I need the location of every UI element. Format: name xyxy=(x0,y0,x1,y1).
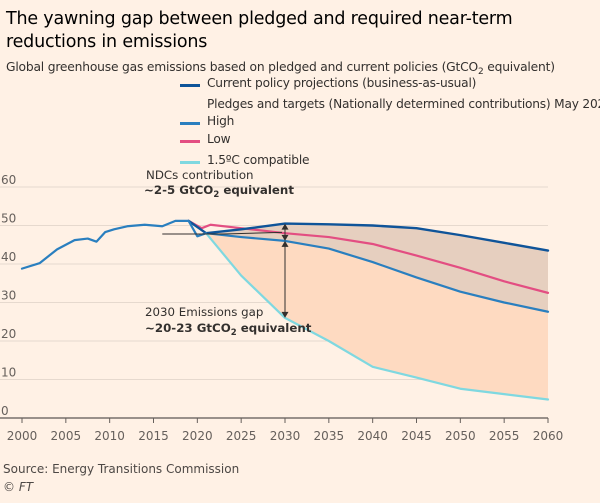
line-compatible xyxy=(205,232,550,401)
line-historical xyxy=(20,219,208,270)
x-tick-label-2050: 2050 xyxy=(445,429,476,443)
ndc-leader-line xyxy=(162,231,283,235)
x-tick-label-2060: 2060 xyxy=(533,429,564,443)
x-tick-label-2045: 2045 xyxy=(401,429,432,443)
x-tick-label-2040: 2040 xyxy=(357,429,388,443)
emissions-gap-area xyxy=(206,233,548,400)
legend-swatch-compatible xyxy=(180,161,200,164)
ndc-value-text: ~2-5 GtCO xyxy=(144,183,213,197)
gap-annotation: 2030 Emissions gap ~20-23 GtCO2 equivale… xyxy=(145,305,312,338)
x-tick-label-2030: 2030 xyxy=(270,429,301,443)
annotation-arrows xyxy=(162,223,289,318)
legend-label-compatible: 1.5ºC compatible xyxy=(207,153,310,167)
gap-arrow-head-top xyxy=(281,240,289,247)
legend-label-current: Current policy projections (business-as-… xyxy=(207,76,477,90)
ndc-arrow-head-top xyxy=(281,223,289,230)
x-tick-label-2020: 2020 xyxy=(182,429,213,443)
ndc-contribution-area xyxy=(206,223,548,312)
legend-label-low: Low xyxy=(207,132,231,146)
gap-arrow-head-bottom xyxy=(281,311,289,318)
x-tick-label-2025: 2025 xyxy=(226,429,257,443)
legend-swatch-high xyxy=(180,122,200,125)
gap-value-unit: equivalent xyxy=(237,321,312,335)
subtitle-subscript: 2 xyxy=(478,67,484,77)
gap-value: ~20-23 GtCO2 equivalent xyxy=(145,321,312,338)
subtitle-text: Global greenhouse gas emissions based on… xyxy=(6,60,478,74)
line-current-policy xyxy=(187,219,550,252)
x-tick-label-2005: 2005 xyxy=(51,429,82,443)
y-tick-label-10: 10 xyxy=(1,366,16,380)
ndc-arrow-head-bottom xyxy=(281,234,289,241)
y-tick-label-30: 30 xyxy=(1,289,16,303)
ndc-value-unit: equivalent xyxy=(219,183,294,197)
x-tick-label-2015: 2015 xyxy=(138,429,169,443)
legend-label-high: High xyxy=(207,114,235,128)
legend-swatch-low xyxy=(180,140,200,143)
y-tick-label-60: 60 xyxy=(1,173,16,187)
x-tick-label-2035: 2035 xyxy=(314,429,345,443)
line-low xyxy=(187,219,550,294)
y-tick-label-0: 0 xyxy=(1,404,9,418)
y-tick-label-40: 40 xyxy=(1,250,16,264)
y-tick-label-20: 20 xyxy=(1,327,16,341)
y-tick-label-50: 50 xyxy=(1,212,16,226)
legend-swatch-current xyxy=(180,84,200,87)
source-note: Source: Energy Transitions Commission xyxy=(3,462,240,476)
gap-label: 2030 Emissions gap xyxy=(145,305,263,319)
ndc-value-subscript: 2 xyxy=(213,190,219,200)
chart-title: The yawning gap between pledged and requ… xyxy=(6,9,513,52)
area-fills xyxy=(206,223,548,400)
line-high xyxy=(205,232,550,313)
x-tick-label-2000: 2000 xyxy=(7,429,38,443)
gap-value-text: ~20-23 GtCO xyxy=(145,321,231,335)
ndc-annotation: NDCs contribution ~2-5 GtCO2 equivalent xyxy=(144,168,294,200)
x-tick-label-2055: 2055 xyxy=(489,429,520,443)
ndc-label: NDCs contribution xyxy=(146,168,254,182)
legend-heading-pledges: Pledges and targets (Nationally determin… xyxy=(207,97,600,111)
gap-value-subscript: 2 xyxy=(231,328,237,338)
ft-credit: © FT xyxy=(3,480,34,494)
subtitle-unit: equivalent) xyxy=(483,60,555,74)
ndc-value: ~2-5 GtCO2 equivalent xyxy=(144,183,294,200)
x-tick-label-2010: 2010 xyxy=(94,429,125,443)
chart-subtitle: Global greenhouse gas emissions based on… xyxy=(6,60,596,77)
series-lines xyxy=(20,219,550,401)
